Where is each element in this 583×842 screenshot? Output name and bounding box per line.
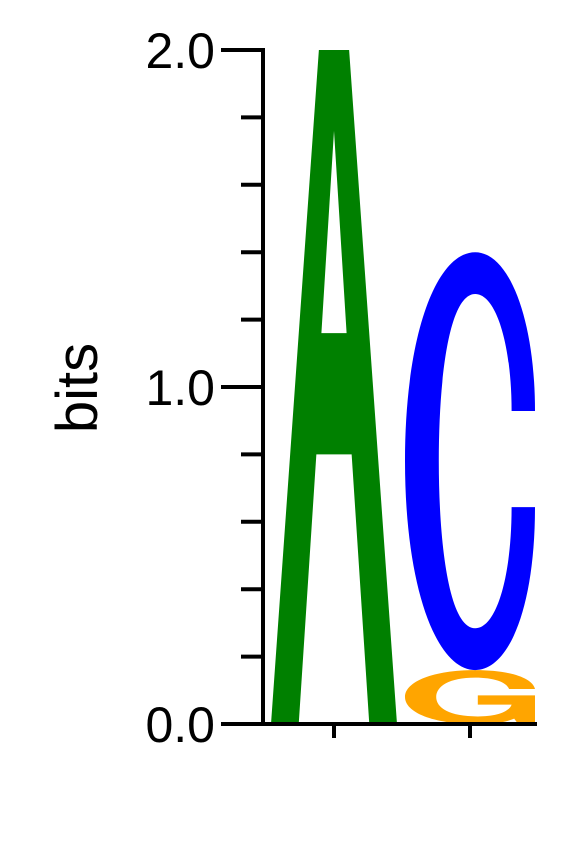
x-axis <box>263 722 537 738</box>
y-axis: 0.0 1.0 2.0 <box>145 23 265 753</box>
letter-A-pos1 <box>271 50 397 724</box>
y-axis-title: bits <box>45 343 110 433</box>
y-tick-label: 0.0 <box>145 697 215 753</box>
y-tick-label: 1.0 <box>145 360 215 416</box>
letter-C-pos2 <box>405 252 535 671</box>
letter-stacks <box>271 50 535 724</box>
y-tick-label: 2.0 <box>145 23 215 79</box>
letter-G-pos2 <box>405 670 535 724</box>
